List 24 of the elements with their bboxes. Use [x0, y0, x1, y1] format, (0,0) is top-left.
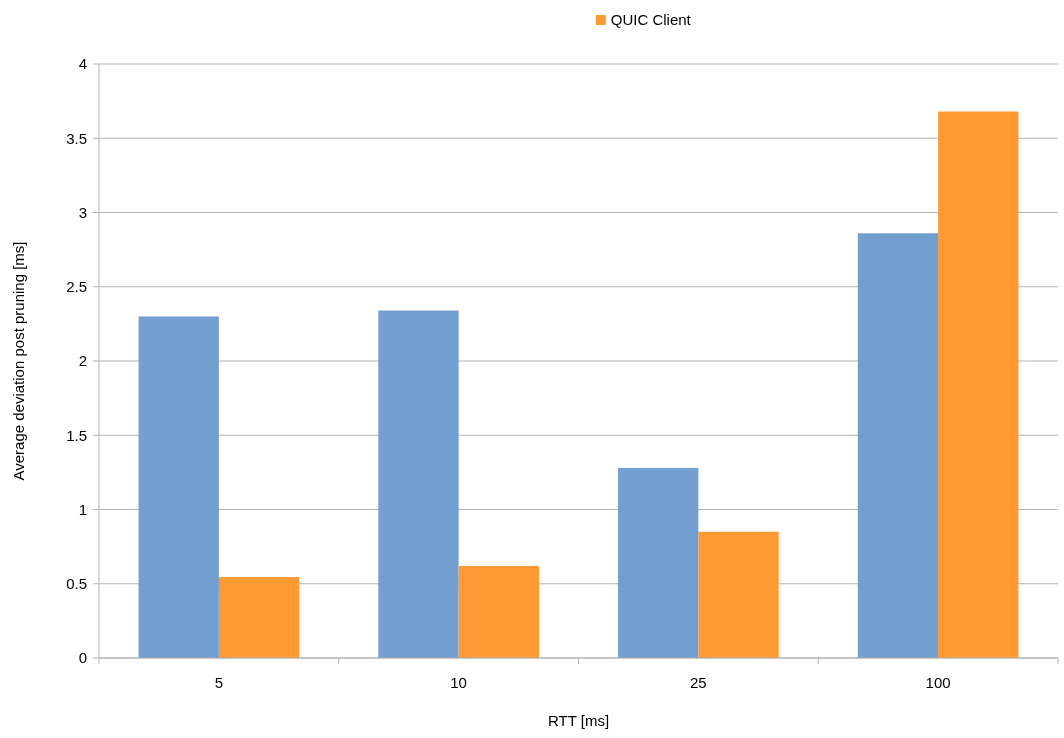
x-tick-label: 25 — [690, 674, 707, 691]
bar — [378, 310, 459, 658]
bar — [618, 467, 699, 658]
y-tick-label: 2 — [78, 352, 87, 370]
legend-label: QUIC Client — [610, 11, 692, 29]
x-tick-label: 100 — [925, 674, 951, 691]
bar — [938, 111, 1019, 658]
x-axis-title: RTT [ms] — [547, 712, 610, 729]
y-tick-label: 0.5 — [66, 575, 87, 592]
y-tick-label: 3 — [78, 203, 87, 221]
y-tick-label: 4 — [78, 55, 87, 73]
bar — [698, 531, 779, 658]
y-tick-label: 2.5 — [66, 278, 87, 295]
y-tick-label: 0 — [78, 649, 87, 667]
bar — [218, 577, 300, 658]
bar — [458, 565, 539, 658]
bar — [857, 233, 939, 658]
y-tick-label: 3.5 — [66, 129, 87, 147]
y-tick-label: 1.5 — [66, 426, 87, 444]
y-axis-title: Average deviation post pruning [ms] — [10, 241, 27, 481]
x-tick-label: 5 — [214, 674, 224, 691]
x-tick-label: 10 — [450, 674, 467, 691]
bar — [138, 316, 219, 658]
y-tick-label: 1 — [78, 500, 87, 518]
